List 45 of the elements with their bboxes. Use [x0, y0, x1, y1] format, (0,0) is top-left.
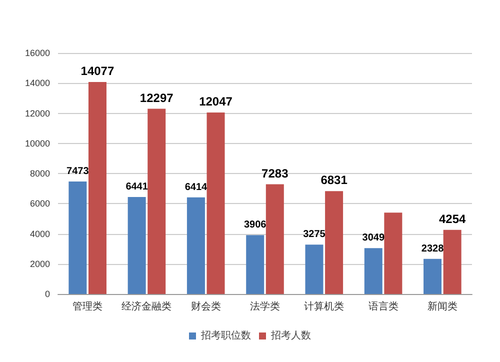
legend-label: 招考人数 — [270, 330, 311, 342]
data-label: 7283 — [262, 166, 289, 180]
bar — [305, 244, 324, 294]
bar — [266, 184, 284, 294]
y-tick-label: 10000 — [24, 138, 50, 148]
x-tick-label: 经济金融类 — [122, 300, 172, 312]
x-tick-label: 财会类 — [190, 300, 221, 312]
y-tick-label: 4000 — [30, 228, 50, 239]
data-label: 3275 — [303, 229, 326, 240]
y-tick-label: 2000 — [30, 258, 50, 269]
bar — [186, 197, 205, 294]
data-label: 3049 — [362, 232, 385, 244]
y-tick-label: 8000 — [30, 168, 50, 178]
bar — [384, 212, 402, 294]
data-label: 6414 — [184, 182, 208, 193]
data-label: 6831 — [320, 173, 348, 188]
y-tick-label: 16000 — [24, 48, 50, 58]
bar — [443, 230, 462, 294]
bar — [88, 82, 106, 294]
legend-label: 招考职位数 — [200, 330, 251, 342]
bar — [424, 258, 442, 294]
bar — [246, 235, 264, 294]
bar — [325, 191, 344, 294]
data-label: 12047 — [199, 94, 233, 109]
x-tick-label: 计算机类 — [304, 300, 344, 312]
data-label: 12297 — [140, 90, 174, 105]
y-tick-label: 14000 — [24, 78, 50, 88]
x-tick-label: 管理类 — [72, 300, 103, 312]
data-label: 3906 — [244, 220, 267, 231]
bar — [364, 248, 382, 294]
y-tick-label: 0 — [44, 289, 50, 299]
x-tick-label: 法学类 — [250, 300, 280, 312]
data-label: 6441 — [126, 181, 148, 192]
bar — [68, 181, 87, 294]
data-label: 4254 — [438, 212, 466, 226]
data-label: 14077 — [80, 64, 114, 78]
bar — [128, 196, 146, 294]
data-label: 2328 — [421, 243, 444, 254]
x-tick-label: 语言类 — [368, 300, 398, 312]
bar — [206, 112, 225, 294]
y-tick-label: 12000 — [24, 108, 50, 118]
bar — [148, 108, 166, 294]
y-tick-label: 6000 — [30, 198, 50, 209]
x-tick-label: 新闻类 — [427, 300, 458, 312]
data-label: 7473 — [66, 166, 90, 177]
